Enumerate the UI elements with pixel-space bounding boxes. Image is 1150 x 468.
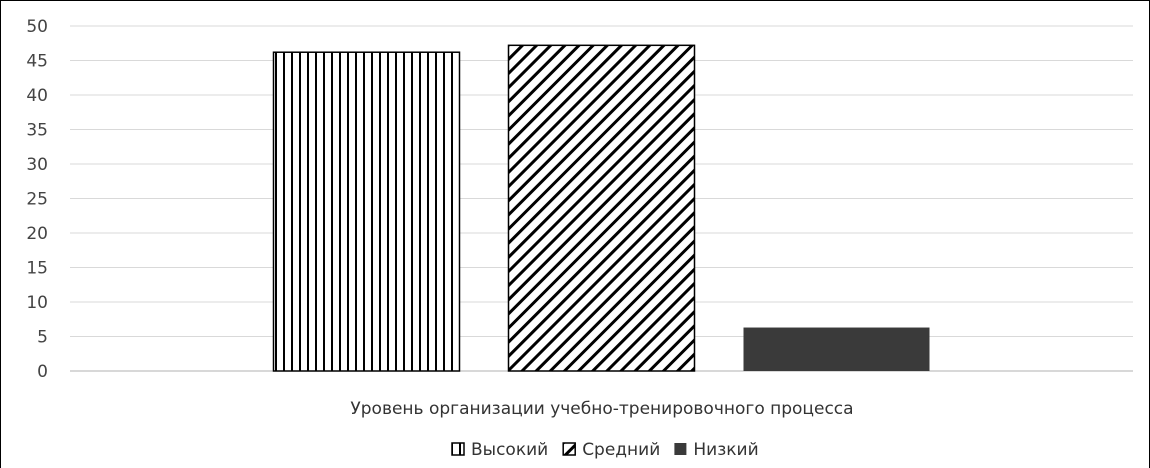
- y-tick-label: 30: [26, 155, 48, 175]
- legend-swatch: [562, 442, 576, 456]
- y-tick-label: 35: [26, 121, 48, 141]
- legend-swatch: [674, 443, 687, 455]
- y-tick-label: 50: [26, 17, 48, 37]
- legend-swatch: [451, 442, 465, 456]
- y-tick-label: 45: [26, 52, 48, 72]
- legend-label: Средний: [582, 440, 660, 460]
- y-tick-label: 40: [26, 86, 48, 106]
- y-tick-label: 25: [26, 190, 48, 210]
- y-tick-label: 10: [26, 293, 48, 313]
- x-axis-label: Уровень организации учебно-тренировочног…: [350, 399, 853, 419]
- bars: [272, 44, 930, 372]
- y-tick-label: 20: [26, 224, 48, 244]
- bar-2: [507, 44, 696, 372]
- legend-label: Низкий: [693, 440, 758, 460]
- legend: Высокий Средний Низкий: [451, 440, 759, 460]
- y-axis-ticks: 0 5 10 15 20 25 30 35 40 45 50: [26, 17, 48, 382]
- y-tick-label: 15: [26, 259, 48, 279]
- bar-1: [272, 51, 461, 372]
- y-tick-label: 0: [37, 362, 48, 382]
- bar-3: [743, 327, 930, 371]
- legend-label: Высокий: [471, 440, 548, 460]
- y-tick-label: 5: [37, 328, 48, 348]
